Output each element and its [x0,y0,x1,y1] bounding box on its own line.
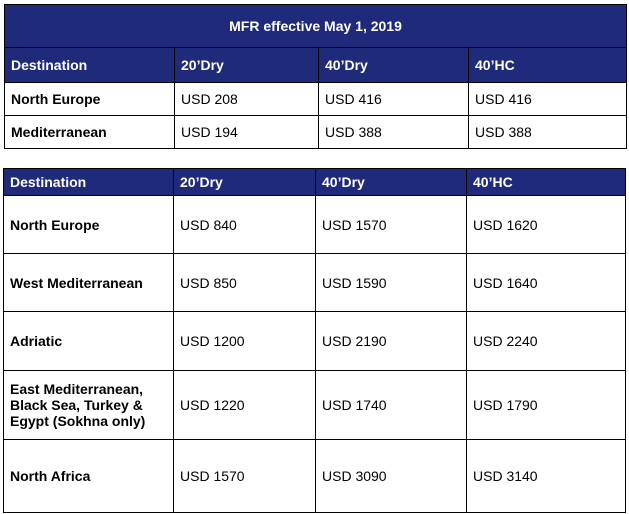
rate-cell: USD 840 [173,195,316,254]
table-row: North Europe USD 840 USD 1570 USD 1620 [3,195,626,254]
header-destination: Destination [4,47,175,83]
destination-cell: North Europe [4,82,175,116]
table-row: West Mediterranean USD 850 USD 1590 USD … [3,253,626,312]
destination-cell: East Mediterranean, Black Sea, Turkey & … [3,370,174,440]
destination-cell: North Africa [3,439,174,513]
rate-cell: USD 2240 [466,311,626,371]
header-40-dry: 40’Dry [315,168,467,196]
rate-cell: USD 1620 [466,195,626,254]
table-title: MFR effective May 1, 2019 [4,4,627,48]
table-row: East Mediterranean, Black Sea, Turkey & … [3,370,626,440]
rate-cell: USD 1570 [173,439,316,513]
table-title-row: MFR effective May 1, 2019 [4,4,627,48]
rate-cell: USD 1740 [315,370,467,440]
rate-cell: USD 1590 [315,253,467,312]
rate-cell: USD 3140 [466,439,626,513]
rate-cell: USD 2190 [315,311,467,371]
header-destination: Destination [3,168,174,196]
table-row: Mediterranean USD 194 USD 388 USD 388 [4,115,627,149]
rate-cell: USD 388 [318,115,469,149]
table-header-row: Destination 20’Dry 40’Dry 40’HC [4,47,627,83]
table-row: Adriatic USD 1200 USD 2190 USD 2240 [3,311,626,371]
destination-cell: Mediterranean [4,115,175,149]
rate-cell: USD 194 [174,115,319,149]
rate-cell: USD 1570 [315,195,467,254]
rate-cell: USD 1640 [466,253,626,312]
rate-cell: USD 1220 [173,370,316,440]
header-20-dry: 20’Dry [173,168,316,196]
header-40-dry: 40’Dry [318,47,469,83]
destination-cell: Adriatic [3,311,174,371]
destination-cell: North Europe [3,195,174,254]
table-row: North Europe USD 208 USD 416 USD 416 [4,82,627,116]
rate-cell: USD 1790 [466,370,626,440]
rate-cell: USD 416 [318,82,469,116]
header-40-hc: 40’HC [466,168,626,196]
rates-table: Destination 20’Dry 40’Dry 40’HC North Eu… [3,168,626,513]
rate-cell: USD 1200 [173,311,316,371]
rate-cell: USD 850 [173,253,316,312]
rate-cell: USD 208 [174,82,319,116]
table-header-row: Destination 20’Dry 40’Dry 40’HC [3,168,626,196]
destination-cell: West Mediterranean [3,253,174,312]
rate-cell: USD 3090 [315,439,467,513]
table-row: North Africa USD 1570 USD 3090 USD 3140 [3,439,626,513]
header-40-hc: 40’HC [468,47,627,83]
mfr-table: MFR effective May 1, 2019 Destination 20… [4,4,627,149]
header-20-dry: 20’Dry [174,47,319,83]
rate-cell: USD 388 [468,115,627,149]
rate-cell: USD 416 [468,82,627,116]
